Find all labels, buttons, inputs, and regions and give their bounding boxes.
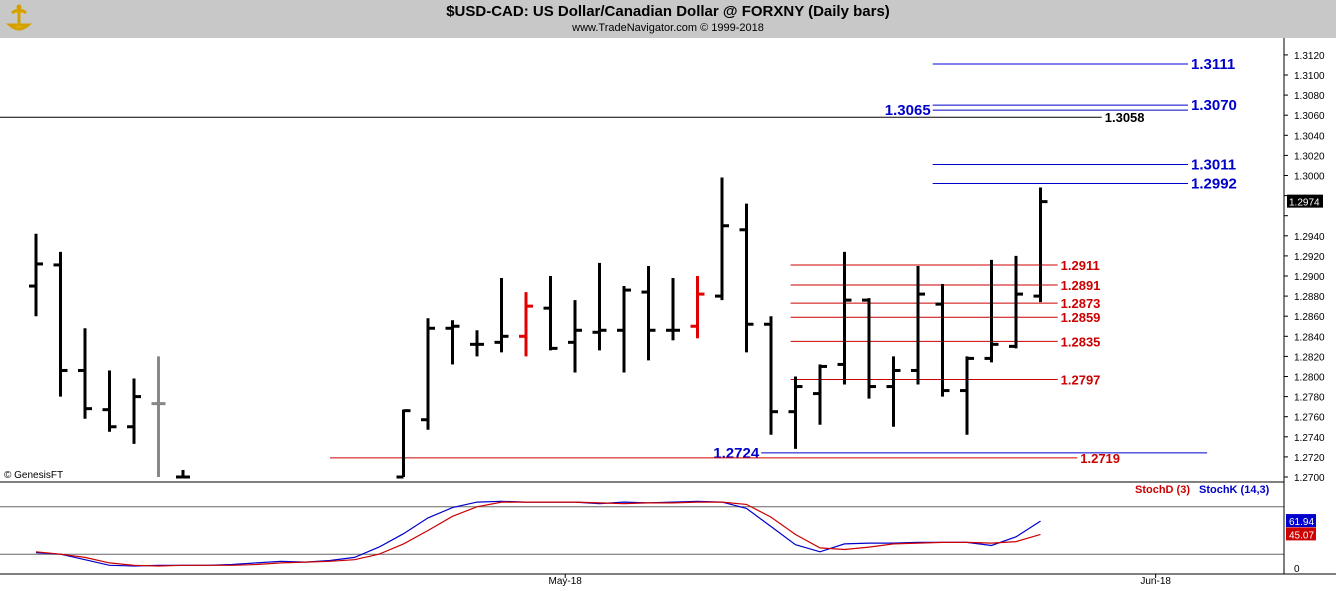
ohlc-bar xyxy=(396,409,411,479)
ohlc-bar xyxy=(53,251,68,397)
last-price-badge xyxy=(1287,194,1323,208)
level-label: 1.2835 xyxy=(1061,334,1101,349)
price-panel xyxy=(0,38,1284,482)
ohlc-bar xyxy=(1033,187,1048,303)
stoch-tick-label: 0 xyxy=(1294,564,1300,575)
ohlc-bar xyxy=(935,284,950,397)
x-tick-label: May-18 xyxy=(549,576,583,587)
last-price-label: 1.2974 xyxy=(1289,198,1320,209)
legend-stochk: StochK (14,3) xyxy=(1199,484,1270,496)
ohlc-bar xyxy=(127,378,141,444)
ohlc-bar xyxy=(813,364,827,425)
level-label: 1.2719 xyxy=(1080,451,1120,466)
ohlc-bar xyxy=(151,356,166,477)
date-axis: May-18 Jun-18 xyxy=(549,574,1171,587)
y-tick-label: 1.2760 xyxy=(1294,413,1325,424)
ohlc-bar xyxy=(715,177,729,301)
y-tick-label: 1.3020 xyxy=(1294,151,1325,162)
y-tick-label: 1.2740 xyxy=(1294,433,1325,444)
genesis-logo-icon xyxy=(6,4,32,31)
price-bars xyxy=(29,177,1048,479)
stochd-badge xyxy=(1286,527,1316,541)
y-tick-label: 1.2820 xyxy=(1294,352,1325,363)
y-tick-label: 1.3060 xyxy=(1294,111,1325,122)
stochd-value: 45.07 xyxy=(1289,530,1314,541)
y-tick-label: 1.2800 xyxy=(1294,373,1325,384)
ohlc-bar xyxy=(421,318,435,430)
y-tick-label: 1.2900 xyxy=(1294,272,1325,283)
chart-subtitle: www.TradeNavigator.com © 1999-2018 xyxy=(572,22,764,34)
ohlc-bar xyxy=(519,292,533,357)
chart-header: $USD-CAD: US Dollar/Canadian Dollar @ FO… xyxy=(0,0,1336,38)
ohlc-bar xyxy=(445,320,460,365)
ohlc-bar xyxy=(739,203,754,353)
y-tick-label: 1.2880 xyxy=(1294,292,1325,303)
watermark-text: © GenesisFT xyxy=(4,470,63,481)
ohlc-bar xyxy=(788,376,803,449)
y-tick-label: 1.2920 xyxy=(1294,252,1325,263)
level-label: 1.3070 xyxy=(1191,97,1237,114)
ohlc-bar xyxy=(764,316,778,435)
chart-title: $USD-CAD: US Dollar/Canadian Dollar @ FO… xyxy=(446,3,890,20)
ohlc-bar xyxy=(102,370,117,432)
stochk-value: 61.94 xyxy=(1289,517,1314,528)
y-tick-label: 1.2840 xyxy=(1294,332,1325,343)
ohlc-bar xyxy=(592,262,607,351)
level-label: 1.2724 xyxy=(713,445,760,462)
level-label: 1.2911 xyxy=(1061,258,1100,273)
ohlc-bar xyxy=(617,286,631,373)
ohlc-bar xyxy=(470,330,484,357)
stochastic-panel: 0 StochD (3) StochK (14,3) 61.94 45.07 xyxy=(0,481,1336,575)
ohlc-bar xyxy=(78,328,92,419)
ohlc-bar xyxy=(690,276,705,339)
level-label: 1.2992 xyxy=(1191,176,1237,193)
ohlc-bar xyxy=(641,265,656,361)
ohlc-bar xyxy=(960,356,974,435)
ohlc-bar xyxy=(911,265,925,385)
ohlc-bar xyxy=(568,300,582,373)
level-label: 1.2859 xyxy=(1061,310,1101,325)
y-tick-label: 1.3120 xyxy=(1294,51,1325,62)
price-axis: 1.2700 1.2720 1.2740 1.2760 1.2780 1.2800 1.28… xyxy=(1283,38,1325,574)
stoch-line xyxy=(35,501,1041,567)
y-tick-label: 1.2720 xyxy=(1294,453,1325,464)
level-label: 1.3111 xyxy=(1191,56,1235,73)
ohlc-bar xyxy=(862,298,876,399)
level-label: 1.3011 xyxy=(1191,156,1236,173)
x-tick-label: Jun-18 xyxy=(1140,576,1171,587)
ohlc-bar xyxy=(543,276,558,351)
level-label: 1.3058 xyxy=(1105,110,1145,125)
stoch-line xyxy=(35,500,1041,567)
level-label: 1.2873 xyxy=(1061,296,1101,311)
price-levels: 1.3111 1.3070 1.3065 1.3058 1.3011 1.2992 1.29… xyxy=(0,56,1237,466)
ohlc-bar xyxy=(29,233,43,317)
ohlc-bar xyxy=(837,251,852,385)
level-label: 1.2891 xyxy=(1061,278,1101,293)
y-tick-label: 1.3000 xyxy=(1294,172,1325,183)
y-tick-label: 1.2940 xyxy=(1294,232,1325,243)
level-label: 1.2797 xyxy=(1061,373,1101,388)
ohlc-bar xyxy=(984,259,999,363)
y-tick-label: 1.2780 xyxy=(1294,393,1325,404)
y-tick-label: 1.3040 xyxy=(1294,131,1325,142)
y-tick-label: 1.3100 xyxy=(1294,71,1325,82)
y-tick-label: 1.2700 xyxy=(1294,473,1325,484)
ohlc-bar xyxy=(1009,255,1023,349)
ohlc-bar xyxy=(666,278,680,341)
y-tick-label: 1.3080 xyxy=(1294,91,1325,102)
y-tick-label: 1.2860 xyxy=(1294,312,1325,323)
ohlc-bar xyxy=(176,469,190,479)
stochk-badge xyxy=(1286,514,1316,528)
legend-stochd: StochD (3) xyxy=(1135,484,1190,496)
level-label: 1.3065 xyxy=(885,102,931,119)
ohlc-bar xyxy=(886,356,901,427)
ohlc-bar xyxy=(494,278,509,353)
